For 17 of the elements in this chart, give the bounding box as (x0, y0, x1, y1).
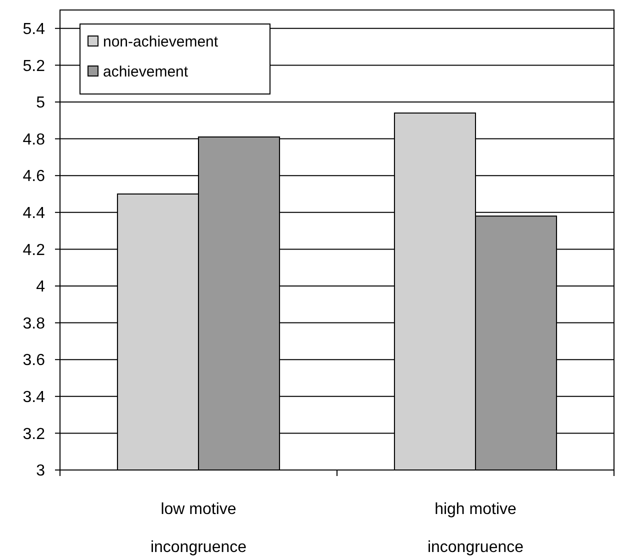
y-tick-label: 4.6 (22, 168, 46, 186)
category-label: low motive incongruence (150, 501, 247, 556)
y-tick-label: 4.4 (22, 205, 46, 222)
y-tick-label: 3 (36, 462, 46, 480)
y-tick-label: 4.2 (22, 242, 46, 259)
y-tick-label: 4 (36, 278, 46, 296)
y-tick-label: 5 (36, 94, 46, 112)
y-tick-label: 3.8 (22, 315, 46, 332)
y-tick-label: 3.6 (22, 352, 46, 370)
legend-label: achievement (103, 63, 189, 80)
y-tick-label: 5.2 (22, 58, 46, 75)
y-tick-label: 4.8 (22, 131, 46, 148)
y-tick-label: 5.4 (22, 21, 46, 38)
y-tick-label: 3.4 (22, 389, 46, 406)
legend-label: non-achievement (103, 33, 219, 50)
category-label: high motive incongruence (427, 501, 524, 556)
y-tick-label: 3.2 (22, 426, 46, 443)
